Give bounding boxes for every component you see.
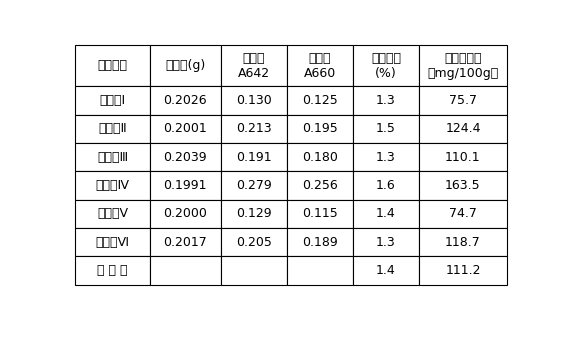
Bar <box>419 256 507 285</box>
Text: 0.191: 0.191 <box>236 151 272 164</box>
Text: 0.256: 0.256 <box>302 179 338 192</box>
Bar <box>150 228 220 256</box>
Text: 杨树胶Ⅲ: 杨树胶Ⅲ <box>97 151 128 164</box>
Bar <box>419 115 507 143</box>
Bar <box>353 256 419 285</box>
Bar <box>353 171 419 200</box>
Text: 1.3: 1.3 <box>376 94 396 107</box>
Text: 110.1: 110.1 <box>445 151 481 164</box>
Bar <box>353 86 419 115</box>
Bar <box>150 200 220 228</box>
Bar <box>150 115 220 143</box>
Text: 0.279: 0.279 <box>236 179 272 192</box>
Text: 0.213: 0.213 <box>236 122 272 135</box>
Bar <box>220 171 287 200</box>
Bar <box>419 86 507 115</box>
Text: 吸光值
A642: 吸光值 A642 <box>237 52 270 80</box>
Text: 杨树胶Ⅴ: 杨树胶Ⅴ <box>97 207 128 221</box>
Bar <box>287 143 353 171</box>
Text: 75.7: 75.7 <box>449 94 477 107</box>
Bar <box>150 256 220 285</box>
Bar <box>76 115 150 143</box>
Bar <box>353 115 419 143</box>
Text: 0.2000: 0.2000 <box>163 207 207 221</box>
Text: 118.7: 118.7 <box>445 236 481 249</box>
Text: 0.115: 0.115 <box>302 207 338 221</box>
Bar <box>419 45 507 86</box>
Text: 124.4: 124.4 <box>445 122 481 135</box>
Bar <box>419 200 507 228</box>
Text: 74.7: 74.7 <box>449 207 477 221</box>
Text: 111.2: 111.2 <box>445 264 481 277</box>
Text: 1.5: 1.5 <box>376 122 396 135</box>
Text: 0.195: 0.195 <box>302 122 338 135</box>
Bar <box>76 256 150 285</box>
Bar <box>419 171 507 200</box>
Text: 163.5: 163.5 <box>445 179 481 192</box>
Text: 0.2017: 0.2017 <box>163 236 207 249</box>
Text: 取样量(g): 取样量(g) <box>165 59 205 72</box>
Bar <box>76 86 150 115</box>
Bar <box>150 143 220 171</box>
Bar <box>353 45 419 86</box>
Bar <box>287 115 353 143</box>
Text: 0.129: 0.129 <box>236 207 272 221</box>
Bar <box>353 143 419 171</box>
Text: 0.2039: 0.2039 <box>164 151 207 164</box>
Text: 0.180: 0.180 <box>302 151 338 164</box>
Bar <box>419 143 507 171</box>
Bar <box>220 115 287 143</box>
Text: 样品编号: 样品编号 <box>98 59 128 72</box>
Text: 0.2026: 0.2026 <box>164 94 207 107</box>
Bar <box>287 200 353 228</box>
Bar <box>220 256 287 285</box>
Bar <box>287 45 353 86</box>
Bar <box>220 143 287 171</box>
Bar <box>287 86 353 115</box>
Text: 0.2001: 0.2001 <box>163 122 207 135</box>
Bar <box>76 200 150 228</box>
Text: 杨树胶Ⅰ: 杨树胶Ⅰ <box>99 94 126 107</box>
Bar <box>287 256 353 285</box>
Bar <box>150 86 220 115</box>
Bar <box>76 45 150 86</box>
Bar <box>220 45 287 86</box>
Text: 1.4: 1.4 <box>376 207 396 221</box>
Text: 杨树胶Ⅱ: 杨树胶Ⅱ <box>98 122 127 135</box>
Bar <box>76 171 150 200</box>
Text: 1.4: 1.4 <box>376 264 396 277</box>
Bar <box>353 200 419 228</box>
Text: 吸光值
A660: 吸光值 A660 <box>304 52 336 80</box>
Bar <box>150 45 220 86</box>
Bar <box>220 86 287 115</box>
Bar <box>287 228 353 256</box>
Bar <box>287 171 353 200</box>
Bar <box>419 228 507 256</box>
Bar <box>76 143 150 171</box>
Text: 1.6: 1.6 <box>376 179 396 192</box>
Text: 0.130: 0.130 <box>236 94 272 107</box>
Text: 杨树胶Ⅵ: 杨树胶Ⅵ <box>95 236 130 249</box>
Bar <box>150 171 220 200</box>
Text: 叶绿素含量
（mg/100g）: 叶绿素含量 （mg/100g） <box>427 52 499 80</box>
Bar <box>220 228 287 256</box>
Text: 平 均 值: 平 均 值 <box>97 264 128 277</box>
Bar <box>76 228 150 256</box>
Bar <box>353 228 419 256</box>
Text: 0.1991: 0.1991 <box>164 179 207 192</box>
Text: 0.205: 0.205 <box>236 236 272 249</box>
Text: 杨树胶Ⅳ: 杨树胶Ⅳ <box>95 179 130 192</box>
Text: 0.189: 0.189 <box>302 236 338 249</box>
Text: 0.125: 0.125 <box>302 94 338 107</box>
Bar <box>220 200 287 228</box>
Text: 1.3: 1.3 <box>376 236 396 249</box>
Text: 相对误差
(%): 相对误差 (%) <box>371 52 401 80</box>
Text: 1.3: 1.3 <box>376 151 396 164</box>
